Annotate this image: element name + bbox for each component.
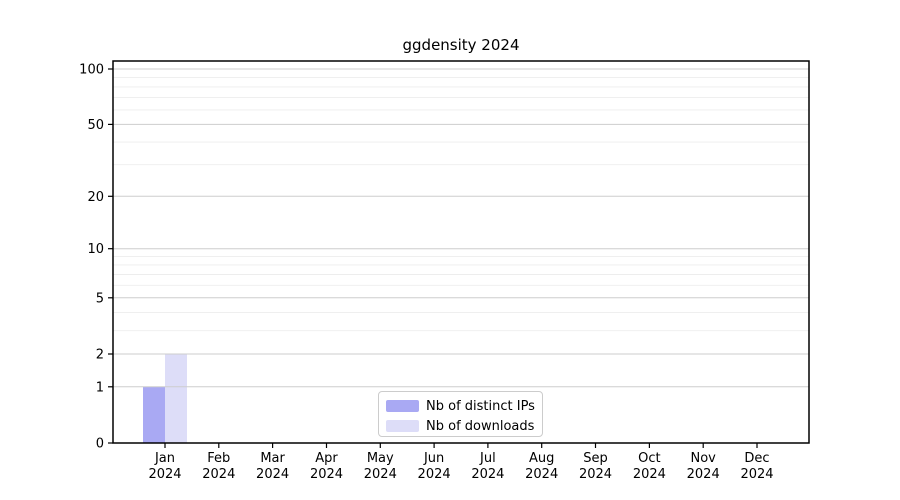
x-tick-label-month: May [367, 451, 394, 466]
x-tick-label-month: Jul [479, 451, 496, 466]
legend-entry-distinct-ips: Nb of distinct IPs [386, 396, 542, 416]
bars-group [143, 354, 187, 443]
x-tick-label-month: Mar [260, 451, 285, 466]
plot-frame [112, 60, 810, 444]
y-tick-label: 1 [96, 380, 104, 395]
x-tick-label-month: Sep [583, 451, 608, 466]
x-tick-label-month: Oct [638, 451, 660, 466]
y-tick-label: 20 [87, 190, 104, 205]
legend-entry-downloads: Nb of downloads [386, 416, 542, 436]
legend-label-distinct-ips: Nb of distinct IPs [426, 398, 535, 414]
bar [143, 386, 165, 443]
y-tick-label: 50 [87, 118, 104, 133]
y-tick-label: 5 [96, 291, 104, 306]
x-tick-label-year: 2024 [364, 467, 397, 482]
x-tick-label-year: 2024 [202, 467, 235, 482]
bar [165, 354, 187, 443]
x-tick-label-month: Feb [207, 451, 230, 466]
x-tick-label-month: Jun [423, 451, 444, 466]
x-tick-label-year: 2024 [148, 467, 181, 482]
x-tick-label-year: 2024 [471, 467, 504, 482]
x-tick-label-year: 2024 [256, 467, 289, 482]
x-tick-label-month: Aug [529, 451, 554, 466]
y-tick-label: 10 [87, 242, 104, 257]
x-tick-label-year: 2024 [633, 467, 666, 482]
x-tick-label-year: 2024 [418, 467, 451, 482]
x-tick-label-year: 2024 [310, 467, 343, 482]
y-tick-label: 0 [96, 437, 104, 452]
x-tick-label-month: Apr [315, 451, 338, 466]
x-tick-label-year: 2024 [525, 467, 558, 482]
legend-label-downloads: Nb of downloads [426, 418, 535, 434]
x-tick-label-year: 2024 [687, 467, 720, 482]
y-tick-label: 2 [96, 348, 104, 363]
x-tick-label-month: Jan [154, 451, 175, 466]
legend-swatch-downloads [386, 420, 419, 432]
x-tick-label-month: Nov [691, 451, 717, 466]
legend-swatch-distinct-ips [386, 400, 419, 412]
major-gridlines [113, 68, 809, 388]
x-tick-label-year: 2024 [740, 467, 773, 482]
y-tick-label: 100 [79, 63, 104, 78]
minor-gridlines [113, 76, 809, 332]
chart-title: ggdensity 2024 [402, 36, 520, 54]
x-axis: Jan2024Feb2024Mar2024Apr2024May2024Jun20… [148, 443, 774, 482]
x-tick-label-year: 2024 [579, 467, 612, 482]
legend: Nb of distinct IPs Nb of downloads [378, 391, 543, 437]
x-tick-label-month: Dec [744, 451, 769, 466]
